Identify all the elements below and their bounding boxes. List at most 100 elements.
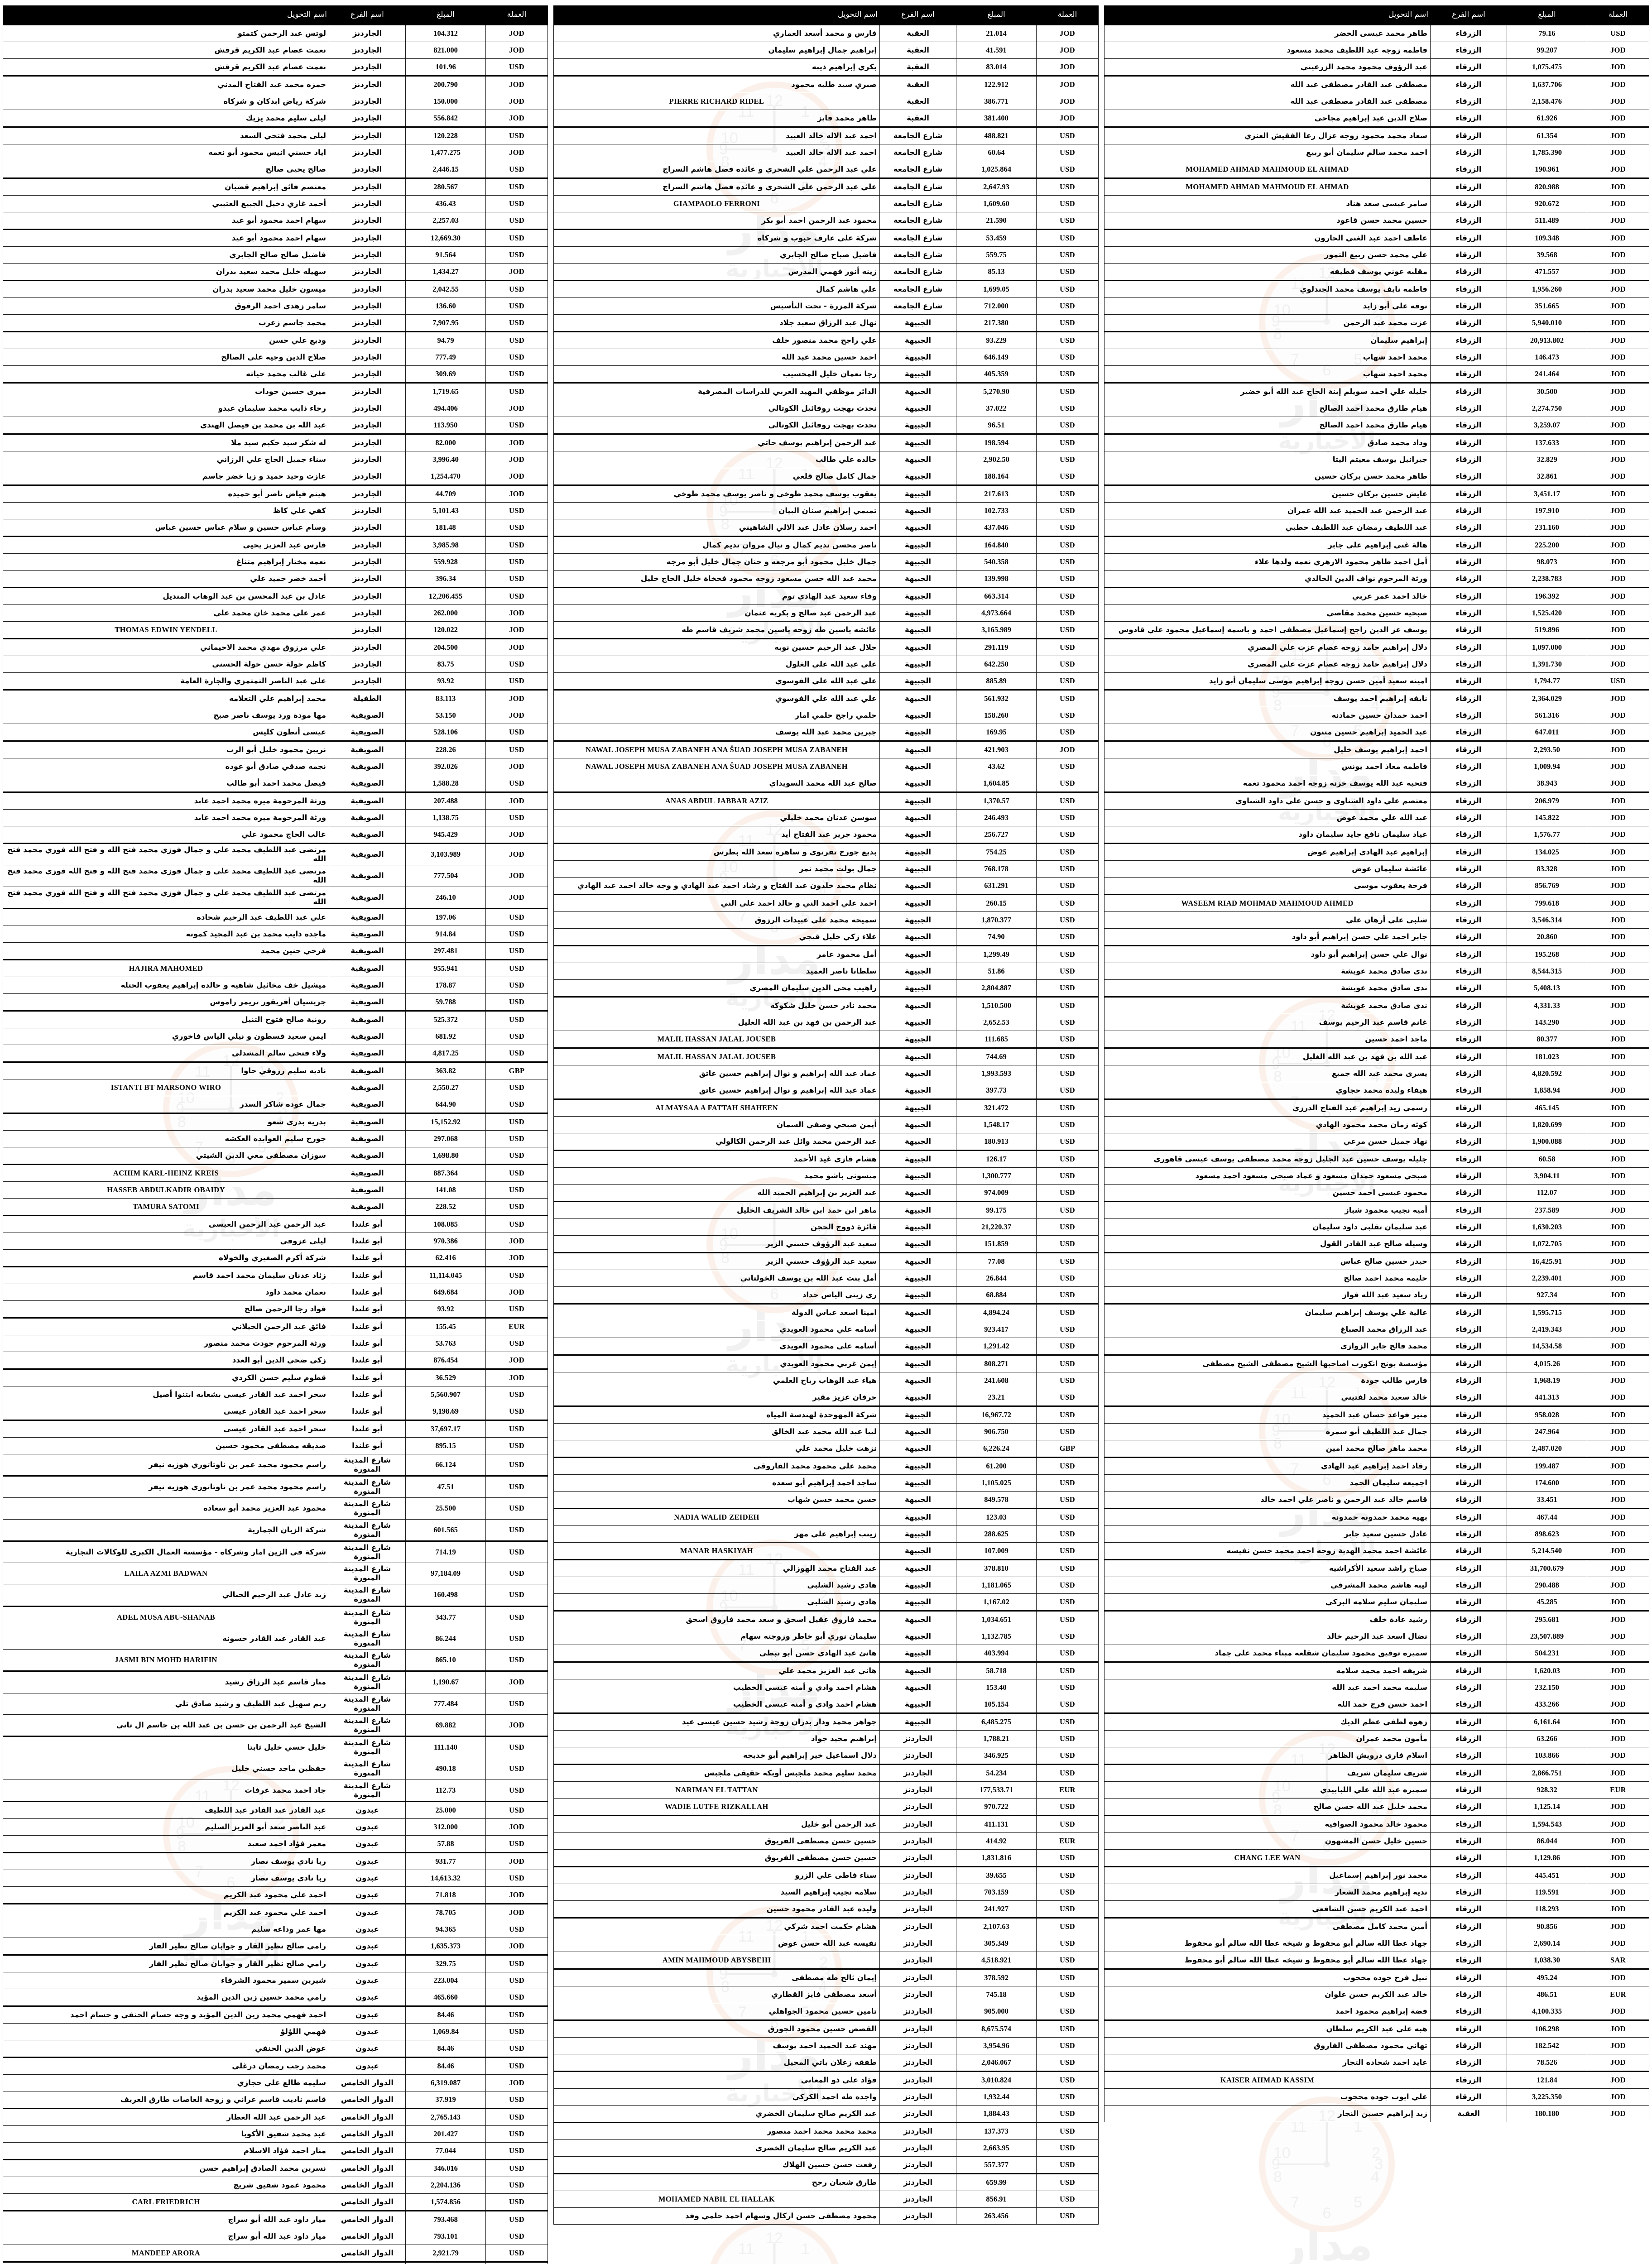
cell-currency: JOD [1587, 1218, 1649, 1236]
cell-currency: USD [1036, 177, 1099, 196]
table-row: USD 1,574.856 الدوار الخامس CARL FRIEDRICH [3, 2193, 548, 2211]
cell-currency: USD [485, 959, 548, 977]
cell-currency: USD [1036, 2139, 1099, 2157]
cell-name: رجا نعمان خليل المحسيب [553, 365, 880, 383]
cell-currency: JOD [1036, 24, 1099, 42]
cell-amount: 646.149 [956, 349, 1037, 366]
cell-currency: JOD [1587, 451, 1649, 468]
table-header-row: العملة المبلغ اسم الفرع اسم التحويل [1104, 5, 1649, 25]
cell-branch: الزرقاء [1430, 1491, 1507, 1509]
cell-amount: 83.113 [405, 689, 486, 707]
cell-name: إبراهيم سليمان [1104, 331, 1431, 349]
col-header-branch: اسم الفرع [329, 5, 406, 25]
cell-currency: USD [485, 1971, 548, 1989]
col-header-amount: المبلغ [956, 5, 1037, 25]
cell-amount: 4,518.921 [956, 1952, 1037, 1969]
table-row: USD 68.884 الجبيهة ري زيني الياس حداد [553, 1286, 1099, 1304]
cell-currency: JOD [1587, 1286, 1649, 1304]
cell-amount: 467.44 [1507, 1508, 1587, 1526]
cell-currency: JOD [485, 1249, 548, 1267]
cell-branch: الجبيهة [879, 1133, 956, 1151]
cell-amount: 8,544.315 [1507, 963, 1587, 980]
cell-amount: 41.591 [956, 42, 1037, 59]
cell-amount: 83.328 [1507, 860, 1587, 878]
cell-amount: 25.500 [405, 1497, 486, 1520]
cell-name: شريف سليمان شريف [1104, 1764, 1431, 1782]
cell-currency: JOD [1587, 1065, 1649, 1082]
cell-branch: الزرقاء [1430, 1628, 1507, 1645]
cell-currency: JOD [1587, 93, 1649, 110]
table-row: USD 217.613 الجبيهة يعقوب يوسف محمد طوخي و … [553, 484, 1099, 503]
cell-amount: 363.82 [405, 1061, 486, 1079]
cell-amount: 86.244 [405, 1627, 486, 1650]
cell-currency: JOD [1587, 1679, 1649, 1696]
table-row: JOD 2,158.476 الزرقاء مصطفى عبد القادر مصطف… [1104, 93, 1649, 110]
cell-currency: USD [1036, 996, 1099, 1014]
table-row: USD 754.25 الجبيهة بديع جورج تفرتوي و ساهره… [553, 843, 1099, 861]
table-row: USD 102.733 الجبيهة تميمي إبراهيم سنان البي… [553, 502, 1099, 519]
cell-name: احمد حمدان حسين حمادنه [1104, 707, 1431, 724]
cell-currency: JOD [485, 1818, 548, 1836]
cell-name: أميه نجيب محمود شباز [1104, 1201, 1431, 1219]
cell-name: محمد ماهر صالح محمد امين [1104, 1440, 1431, 1458]
cell-currency: USD [1036, 536, 1099, 554]
cell-amount: 25.000 [405, 1800, 486, 1819]
cell-currency: JOD [1036, 58, 1099, 76]
cell-amount: 4,331.33 [1507, 996, 1587, 1014]
table-row: USD 241.927 الجاردنز وليده عبد القادر محمود… [553, 1900, 1099, 1918]
table-row: USD 2,446.15 الجاردنز صالح يحيى صالح [3, 161, 548, 178]
cell-currency: USD [1036, 280, 1099, 298]
cell-currency: JOD [1036, 110, 1099, 127]
table-row: JOD 195.268 الزرقاء نوال علي حسن إبراهيم أب… [1104, 945, 1649, 963]
cell-currency: JOD [1587, 1935, 1649, 1952]
table-row: USD 2,647.93 شارع الجامعة علي عبد الرحمن عل… [553, 177, 1099, 196]
table-row: USD 94.79 الجاردنز وديع علي حسن [3, 331, 548, 349]
cell-currency: JOD [1587, 1047, 1649, 1065]
cell-branch: شارع المدينة المنورة [329, 1670, 406, 1693]
cell-currency: USD [485, 161, 548, 178]
col-header-currency: العملة [485, 5, 548, 25]
cell-name: TAMURA SATOMI [3, 1198, 329, 1216]
table-row: USD 111.140 شارع المدينة المنورة خليل حسي خ… [3, 1735, 548, 1759]
table-row: USD 4,518.921 الجاردنز AMIN MAHMOUD ABYSBEI… [553, 1952, 1099, 1969]
cell-amount: 80.377 [1507, 1031, 1587, 1048]
cell-amount: 223.004 [405, 1971, 486, 1989]
cell-amount: 644.90 [405, 1095, 486, 1113]
table-body: USD 79.16 الزرقاء طاهر محمد عيسى الخضر JOD 99… [1104, 24, 1649, 2122]
cell-name: نريبن محمود خليل أبو الرب [3, 740, 329, 758]
table-row: USD 1,299.49 الجبيهة أمل محمود عامر [553, 945, 1099, 963]
cell-branch: الزرقاء [1430, 1031, 1507, 1048]
cell-currency: JOD [1587, 2105, 1649, 2122]
cell-branch: الجاردنز [329, 417, 406, 434]
cell-amount: 37.919 [405, 2091, 486, 2109]
cell-branch: شارع الجامعة [879, 144, 956, 161]
table-row: JOD 467.44 الزرقاء بهيه محمد حمدونه حمدونه [1104, 1508, 1649, 1526]
cell-currency: USD [485, 1334, 548, 1352]
table-row: JOD 777.504 الصويفية مرتضى عبد اللطيف محمد … [3, 865, 548, 887]
cell-currency: USD [485, 907, 548, 926]
cell-amount: 885.89 [956, 672, 1037, 690]
table-row: JOD 83.014 العقبة بكري إبراهيم ذيبه [553, 58, 1099, 76]
cell-name: سحر احمد عبد القادر عيسى [3, 1402, 329, 1420]
cell-currency: USD [1036, 1405, 1099, 1424]
cell-currency: USD [485, 1693, 548, 1715]
cell-amount: 663.314 [956, 587, 1037, 605]
cell-name: حسين حسن مصطفى الفريوق [553, 1849, 880, 1867]
cell-branch: الجبيهة [879, 843, 956, 861]
cell-currency: JOD [1587, 195, 1649, 212]
cell-currency: USD [1036, 775, 1099, 792]
cell-currency: USD [1587, 24, 1649, 42]
cell-amount: 188.164 [956, 468, 1037, 485]
cell-branch: الجاردنز [329, 502, 406, 519]
cell-name: طاهر محمد عيسى الخضر [1104, 24, 1431, 42]
cell-name: أمين محمد كامل مصطفى [1104, 1917, 1431, 1935]
cell-branch: الزرقاء [1430, 297, 1507, 315]
cell-branch: الزرقاء [1430, 263, 1507, 281]
cell-amount: 1,291.42 [956, 1338, 1037, 1355]
cell-currency: JOD [1587, 826, 1649, 844]
cell-branch: الجبيهة [879, 570, 956, 588]
table-row: USD 1,698.80 الصويفية سوزان مصطفى معي الدين… [3, 1146, 548, 1165]
table-row: USD 905.000 الجاردنز تامين حسين محمود الجوا… [553, 2003, 1099, 2020]
cell-amount: 66.124 [405, 1453, 486, 1477]
table-row: USD 2,046.067 الجاردنز طفقه زعلان باتي المح… [553, 2054, 1099, 2072]
